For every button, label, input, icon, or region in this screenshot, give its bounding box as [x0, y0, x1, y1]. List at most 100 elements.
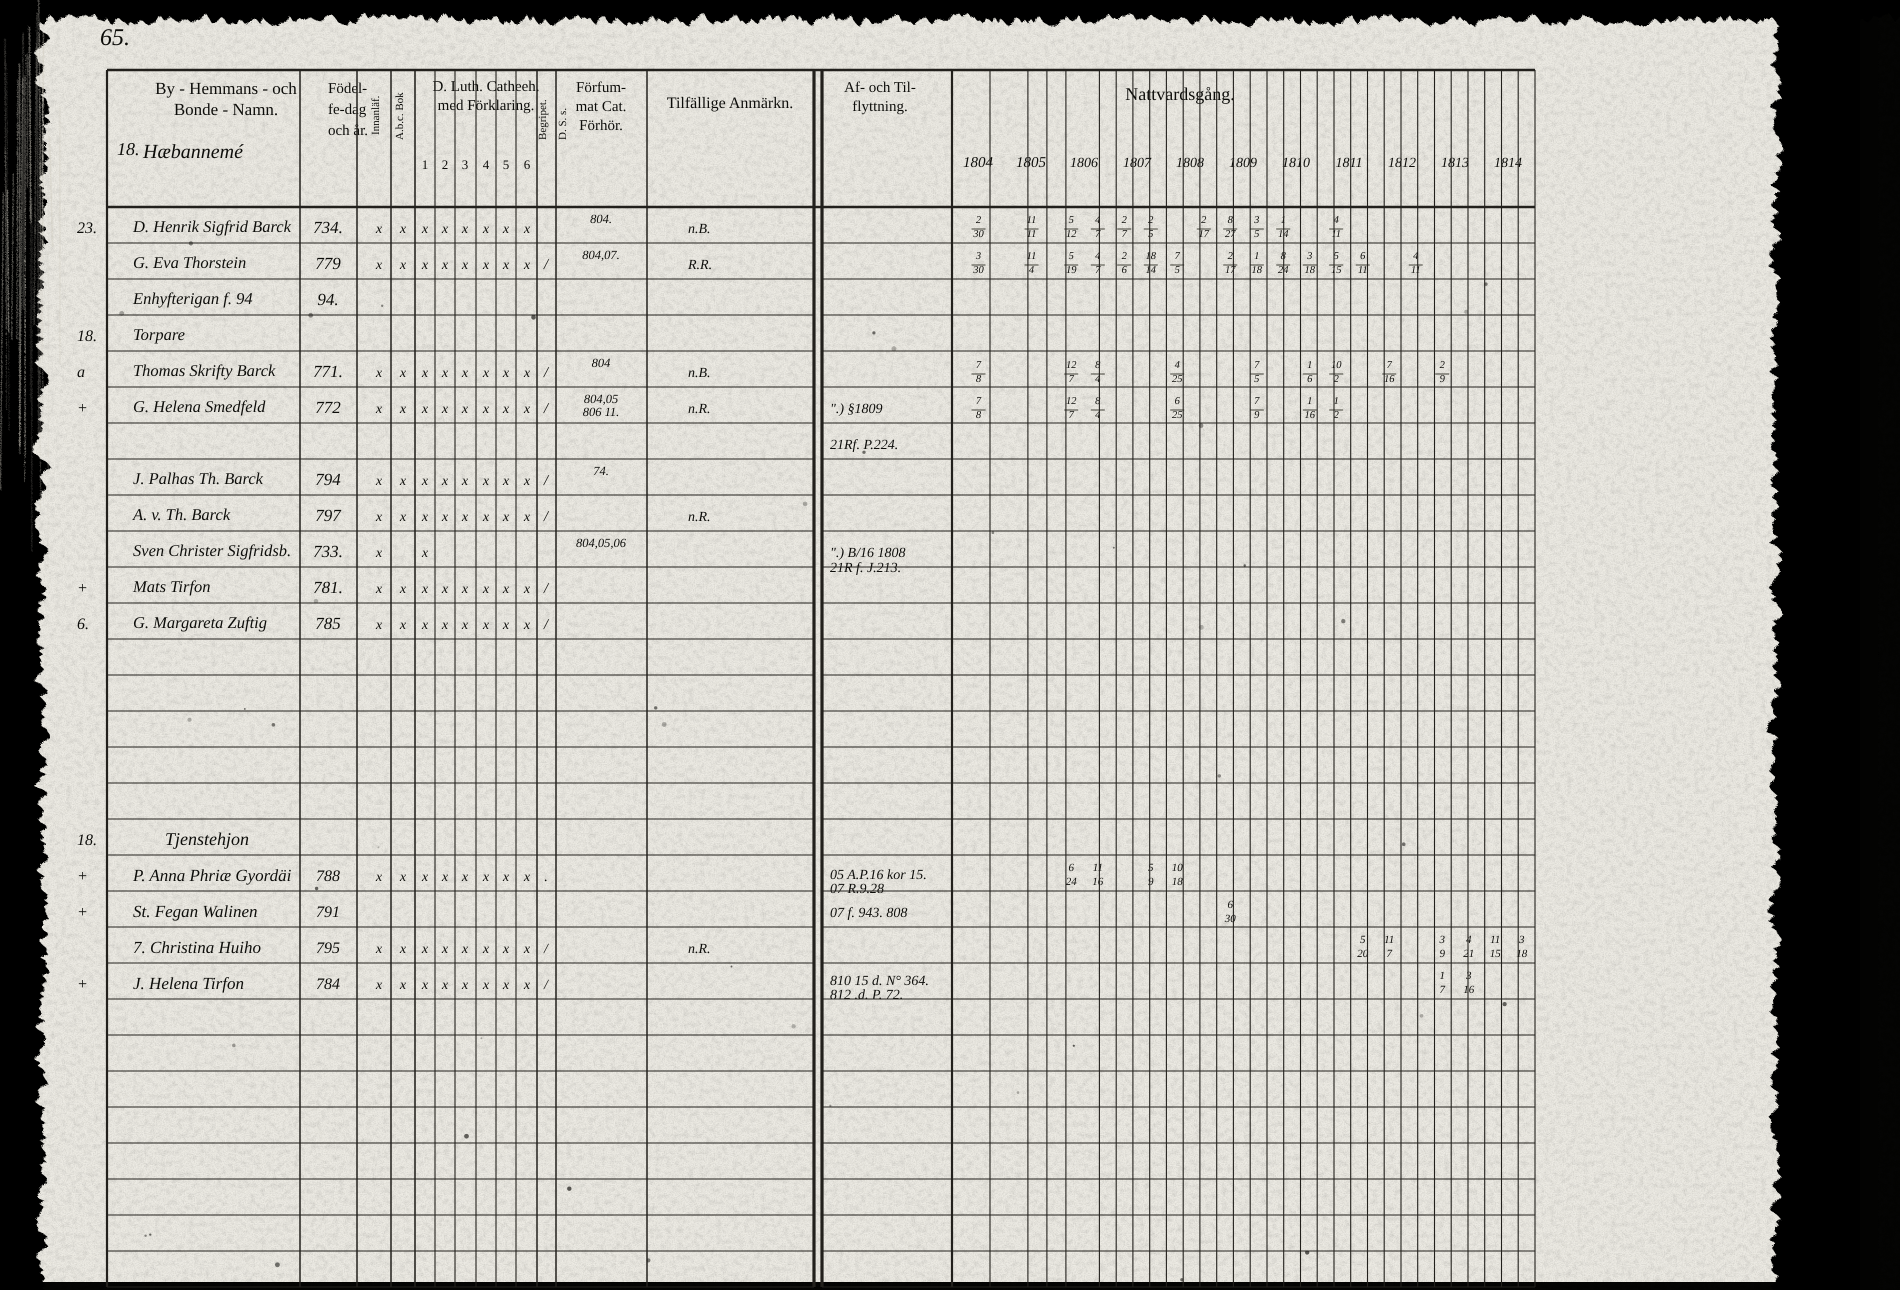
svg-text:24: 24 — [1066, 876, 1078, 888]
svg-text:3: 3 — [1465, 970, 1472, 982]
svg-text:mat Cat.: mat Cat. — [576, 99, 627, 115]
svg-text:Förhör.: Förhör. — [579, 118, 623, 134]
svg-text:x: x — [502, 870, 510, 885]
svg-text:9: 9 — [1148, 876, 1154, 888]
svg-text:x: x — [375, 258, 383, 273]
svg-text:784: 784 — [316, 976, 340, 993]
svg-text:x: x — [375, 402, 383, 417]
svg-text:804,05,06: 804,05,06 — [576, 536, 627, 550]
svg-text:1: 1 — [1439, 970, 1445, 982]
svg-text:x: x — [441, 258, 449, 273]
svg-text:x: x — [441, 366, 449, 381]
svg-text:x: x — [375, 546, 383, 561]
svg-text:2: 2 — [1122, 251, 1128, 262]
svg-text:11: 11 — [1331, 229, 1341, 240]
svg-text:+: + — [77, 976, 88, 993]
svg-text:30: 30 — [1224, 913, 1237, 925]
svg-text:8: 8 — [976, 410, 982, 421]
svg-text:12: 12 — [1066, 360, 1077, 371]
svg-text:30: 30 — [972, 229, 984, 240]
svg-text:x: x — [375, 474, 383, 489]
svg-text:J. Helena Tirfon: J. Helena Tirfon — [133, 974, 244, 993]
svg-text:n.R.: n.R. — [688, 942, 711, 957]
svg-text:4: 4 — [483, 157, 490, 172]
svg-text:x: x — [375, 582, 383, 597]
svg-text:x: x — [523, 618, 531, 633]
svg-text:2: 2 — [442, 157, 449, 172]
svg-text:+: + — [77, 400, 88, 417]
svg-text:x: x — [421, 618, 429, 633]
svg-text:St. Fegan Walinen: St. Fegan Walinen — [133, 902, 258, 921]
svg-text:15: 15 — [1331, 265, 1342, 276]
svg-text:25: 25 — [1172, 410, 1183, 421]
svg-text:16: 16 — [1305, 410, 1316, 421]
svg-text:65.: 65. — [100, 25, 130, 51]
svg-text:21R f. J.213.: 21R f. J.213. — [830, 561, 901, 576]
svg-text:11: 11 — [1093, 862, 1103, 874]
svg-text:5: 5 — [1254, 374, 1259, 385]
svg-text:x: x — [461, 870, 469, 885]
svg-text:5: 5 — [503, 157, 510, 172]
svg-text:x: x — [421, 366, 429, 381]
svg-text:Sven Christer Sigfridsb.: Sven Christer Sigfridsb. — [133, 541, 291, 560]
svg-text:12: 12 — [1066, 229, 1077, 240]
svg-text:Innanläf.: Innanläf. — [370, 95, 382, 135]
svg-text:16: 16 — [1384, 374, 1395, 385]
svg-text:D. Henrik Sigfrid Barck: D. Henrik Sigfrid Barck — [132, 217, 292, 236]
svg-text:788: 788 — [316, 868, 340, 885]
svg-text:x: x — [399, 510, 407, 525]
svg-text:G. Margareta Zuftig: G. Margareta Zuftig — [133, 613, 267, 632]
svg-text:Af- och Til-: Af- och Til- — [844, 80, 916, 96]
svg-text:772: 772 — [315, 398, 341, 417]
svg-text:6: 6 — [1227, 899, 1233, 911]
svg-text:18: 18 — [1172, 876, 1184, 888]
svg-text:804,05: 804,05 — [584, 392, 618, 406]
svg-text:7: 7 — [1254, 360, 1260, 371]
svg-text:1: 1 — [422, 157, 429, 172]
svg-text:785: 785 — [315, 614, 341, 633]
svg-text:4: 4 — [1175, 360, 1181, 371]
svg-text:10: 10 — [1331, 360, 1342, 371]
svg-text:Förfum-: Förfum- — [576, 80, 626, 96]
svg-text:18: 18 — [1252, 265, 1263, 276]
svg-text:771.: 771. — [313, 362, 343, 381]
svg-text:16: 16 — [1092, 876, 1104, 888]
svg-text:30: 30 — [972, 265, 984, 276]
svg-text:812 .d. P. 72.: 812 .d. P. 72. — [830, 988, 903, 1003]
svg-text:11: 11 — [1490, 934, 1500, 946]
svg-text:x: x — [461, 402, 469, 417]
svg-text:7: 7 — [1122, 229, 1128, 240]
svg-text:x: x — [523, 222, 531, 237]
svg-text:2: 2 — [1201, 215, 1207, 226]
svg-text:15: 15 — [1490, 948, 1502, 960]
svg-text:x: x — [421, 942, 429, 957]
svg-text:x: x — [461, 942, 469, 957]
svg-text:A. v. Th. Barck: A. v. Th. Barck — [132, 505, 231, 524]
svg-text:x: x — [461, 258, 469, 273]
svg-text:1: 1 — [1307, 396, 1312, 407]
svg-text:6.: 6. — [77, 616, 89, 633]
svg-text:D. Luth. Catheeh.: D. Luth. Catheeh. — [432, 79, 539, 95]
svg-text:27: 27 — [1225, 229, 1236, 240]
svg-text:x: x — [375, 870, 383, 885]
svg-text:x: x — [421, 258, 429, 273]
svg-text:11: 11 — [1411, 265, 1421, 276]
svg-text:x: x — [502, 366, 510, 381]
svg-text:7: 7 — [976, 396, 982, 407]
svg-text:A.b.c. Bok: A.b.c. Bok — [394, 92, 406, 140]
svg-text:x: x — [523, 366, 531, 381]
svg-text:795: 795 — [316, 940, 340, 957]
svg-text:5: 5 — [1148, 862, 1154, 874]
svg-text:7: 7 — [1386, 948, 1392, 960]
svg-text:74.: 74. — [593, 464, 609, 478]
svg-text:x: x — [461, 618, 469, 633]
svg-text:x: x — [461, 366, 469, 381]
svg-text:x: x — [523, 258, 531, 273]
svg-text:x: x — [441, 618, 449, 633]
svg-text:x: x — [502, 618, 510, 633]
svg-text:18.: 18. — [77, 832, 97, 849]
svg-text:4: 4 — [1095, 215, 1101, 226]
svg-text:16: 16 — [1463, 984, 1475, 996]
svg-text:x: x — [502, 942, 510, 957]
svg-text:5: 5 — [1069, 251, 1074, 262]
